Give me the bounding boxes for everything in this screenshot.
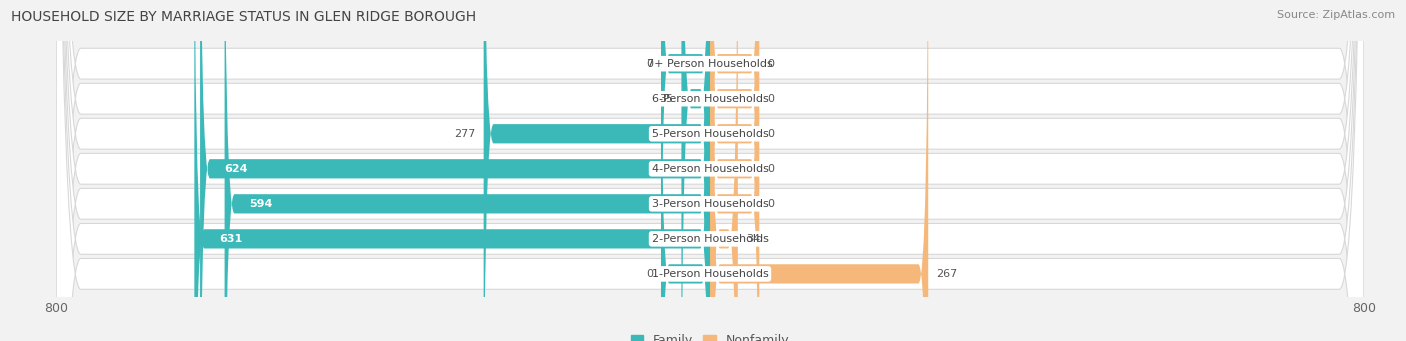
Text: HOUSEHOLD SIZE BY MARRIAGE STATUS IN GLEN RIDGE BOROUGH: HOUSEHOLD SIZE BY MARRIAGE STATUS IN GLE…	[11, 10, 477, 24]
FancyBboxPatch shape	[484, 0, 710, 341]
FancyBboxPatch shape	[710, 0, 759, 341]
FancyBboxPatch shape	[56, 0, 1364, 341]
Text: 6-Person Households: 6-Person Households	[651, 94, 769, 104]
Text: 0: 0	[768, 164, 775, 174]
FancyBboxPatch shape	[56, 0, 1364, 341]
Text: 0: 0	[768, 129, 775, 139]
FancyBboxPatch shape	[661, 0, 710, 341]
Text: 7+ Person Households: 7+ Person Households	[647, 59, 773, 69]
Text: 34: 34	[747, 234, 761, 244]
Text: 0: 0	[768, 59, 775, 69]
Text: 277: 277	[454, 129, 475, 139]
Text: 0: 0	[645, 269, 652, 279]
Text: 2-Person Households: 2-Person Households	[651, 234, 769, 244]
FancyBboxPatch shape	[56, 0, 1364, 341]
Text: 624: 624	[225, 164, 247, 174]
Text: 4-Person Households: 4-Person Households	[651, 164, 769, 174]
FancyBboxPatch shape	[661, 0, 710, 341]
FancyBboxPatch shape	[56, 0, 1364, 341]
Text: 0: 0	[768, 199, 775, 209]
Text: 267: 267	[936, 269, 957, 279]
Text: 631: 631	[219, 234, 242, 244]
FancyBboxPatch shape	[682, 0, 710, 341]
Text: Source: ZipAtlas.com: Source: ZipAtlas.com	[1277, 10, 1395, 20]
FancyBboxPatch shape	[56, 0, 1364, 341]
FancyBboxPatch shape	[710, 0, 759, 341]
FancyBboxPatch shape	[56, 0, 1364, 341]
Text: 1-Person Households: 1-Person Households	[651, 269, 769, 279]
Text: 0: 0	[768, 94, 775, 104]
FancyBboxPatch shape	[710, 0, 928, 341]
Text: 35: 35	[659, 94, 673, 104]
FancyBboxPatch shape	[56, 0, 1364, 341]
Text: 594: 594	[249, 199, 273, 209]
FancyBboxPatch shape	[710, 0, 759, 341]
FancyBboxPatch shape	[710, 0, 759, 341]
FancyBboxPatch shape	[225, 0, 710, 341]
FancyBboxPatch shape	[710, 0, 759, 341]
FancyBboxPatch shape	[200, 0, 710, 341]
FancyBboxPatch shape	[710, 0, 738, 341]
Text: 3-Person Households: 3-Person Households	[651, 199, 769, 209]
Legend: Family, Nonfamily: Family, Nonfamily	[631, 334, 789, 341]
FancyBboxPatch shape	[194, 0, 710, 341]
Text: 0: 0	[645, 59, 652, 69]
Text: 5-Person Households: 5-Person Households	[651, 129, 769, 139]
